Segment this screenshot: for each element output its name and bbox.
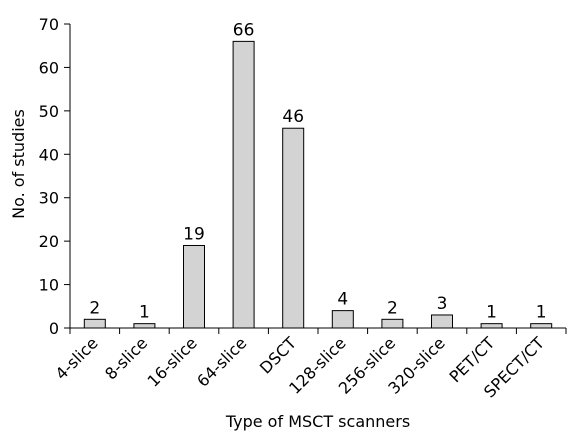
- bar-DSCT: [282, 127, 305, 329]
- y-axis-title: No. of studies: [9, 109, 28, 219]
- data-label-16-slice: 19: [183, 224, 205, 244]
- data-label-8-slice: 1: [139, 303, 150, 323]
- data-label-320-slice: 3: [437, 294, 448, 314]
- data-label-DSCT: 46: [282, 107, 304, 127]
- x-tick-label-16-slice: 16-slice: [144, 333, 201, 390]
- y-tick-label-30: 30: [39, 189, 59, 208]
- bar-320-slice: [431, 314, 453, 329]
- bar-4-slice: [83, 318, 106, 329]
- data-label-128-slice: 4: [337, 290, 348, 310]
- y-tick-label-10: 10: [39, 276, 59, 295]
- bar-16-slice: [183, 244, 205, 329]
- data-label-4-slice: 2: [89, 298, 100, 318]
- data-label-256-slice: 2: [387, 298, 398, 318]
- bar-PET/CT: [480, 323, 503, 329]
- y-tick-label-70: 70: [39, 15, 59, 34]
- y-tick-label-20: 20: [39, 232, 59, 251]
- x-tick-label-DSCT: DSCT: [256, 333, 300, 377]
- bar-256-slice: [381, 318, 404, 329]
- bar-8-slice: [133, 323, 156, 329]
- y-tick-label-0: 0: [49, 319, 59, 338]
- bar-64-slice: [232, 40, 255, 329]
- y-tick-label-40: 40: [39, 145, 59, 164]
- y-tick-label-50: 50: [39, 102, 59, 121]
- x-tick-label-4-slice: 4-slice: [52, 333, 102, 383]
- plot-area: 01020304050607024-slice18-slice1916-slic…: [39, 15, 567, 401]
- data-label-PET/CT: 1: [486, 303, 497, 323]
- data-label-64-slice: 66: [233, 20, 255, 40]
- x-tick-label-64-slice: 64-slice: [193, 333, 250, 390]
- x-axis-title: Type of MSCT scanners: [225, 412, 410, 431]
- y-tick-label-60: 60: [39, 58, 59, 77]
- data-label-SPECT/CT: 1: [536, 303, 547, 323]
- bar-SPECT/CT: [530, 323, 553, 329]
- bar-128-slice: [331, 310, 354, 329]
